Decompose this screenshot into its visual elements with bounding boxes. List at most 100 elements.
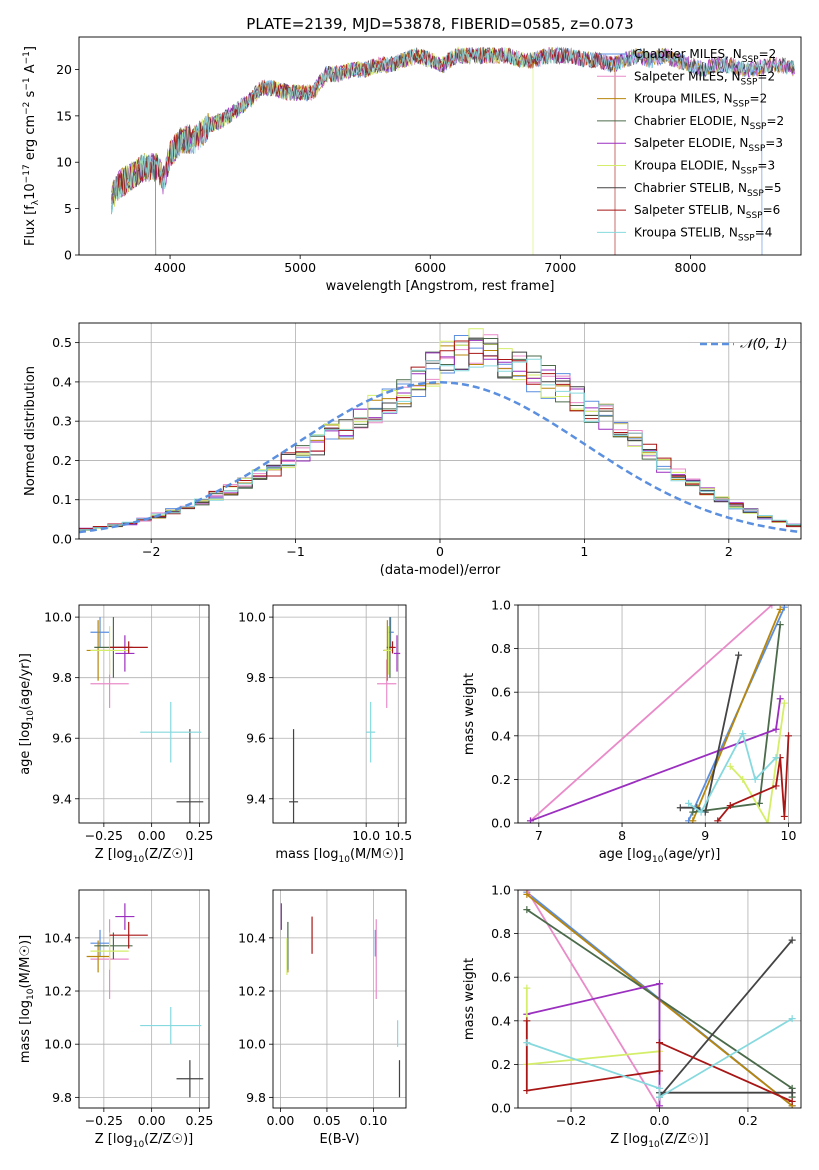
x-tick-label: 0.05 bbox=[313, 1113, 341, 1128]
y-tick-label: 10.4 bbox=[44, 930, 72, 945]
x-axis-label: Z [log10(Z/Z☉)] bbox=[95, 1132, 193, 1150]
weight-marker bbox=[656, 1102, 663, 1108]
data-layer bbox=[111, 46, 795, 255]
y-tick-label: 10.0 bbox=[44, 610, 72, 625]
weight-marker bbox=[780, 699, 788, 707]
weight-marker bbox=[656, 980, 663, 988]
legend-label: Chabrier MILES, NSSP=2 bbox=[634, 47, 776, 65]
y-tick-label: 0.5 bbox=[52, 335, 72, 350]
weight-marker bbox=[788, 1089, 796, 1097]
ticks: −2 −1 0 1 2 0.0 0.1 0.2 0.3 0.4 0.5 bbox=[52, 335, 733, 559]
data-layer bbox=[86, 903, 204, 1098]
y-tick-label: 9.6 bbox=[246, 731, 266, 746]
y-tick-label: 5 bbox=[64, 201, 72, 216]
axes-frame bbox=[517, 604, 802, 824]
weight-marker bbox=[768, 605, 776, 609]
y-tick-label: 9.6 bbox=[52, 731, 72, 746]
y-tick-label: 1.0 bbox=[491, 883, 511, 898]
x-tick-label: 4000 bbox=[154, 260, 186, 275]
x-tick-label: 8000 bbox=[675, 260, 707, 275]
x-tick-label: 0 bbox=[436, 544, 444, 559]
x-axis-label: E(B-V) bbox=[319, 1132, 359, 1147]
weight-marker bbox=[523, 1039, 531, 1047]
y-axis-label: Flux [fλ10−17 erg cm−2 s−1 A−1] bbox=[22, 46, 41, 246]
weight-marker bbox=[735, 651, 743, 659]
legend: Chabrier MILES, NSSP=2 Salpeter MILES, NS… bbox=[597, 47, 784, 243]
y-tick-label: 10.2 bbox=[238, 984, 266, 999]
plot-area bbox=[273, 890, 406, 1108]
error-point bbox=[140, 1006, 202, 1045]
weight-marker bbox=[656, 1039, 663, 1047]
ticks: 10.0 10.5 9.4 9.6 9.8 10.0 bbox=[238, 610, 412, 843]
figure-title: PLATE=2139, MJD=53878, FIBERID=0585, z=0… bbox=[246, 15, 633, 33]
x-tick-label: 10.5 bbox=[384, 828, 412, 843]
weight-marker bbox=[772, 782, 780, 790]
grid bbox=[79, 890, 209, 1108]
chart-age-vs-Z: −0.25 0.00 0.25 9.4 9.6 9.8 10.0 Z [log10(Z/Z☉)… bbox=[18, 604, 213, 865]
y-tick-label: 0.0 bbox=[52, 532, 72, 547]
y-tick-label: 0.2 bbox=[491, 772, 511, 787]
x-axis-label: Z [log10(Z/Z☉)] bbox=[610, 1132, 708, 1150]
plot-area bbox=[518, 605, 801, 823]
legend-label: 𝒩(0, 1) bbox=[740, 337, 787, 352]
x-tick-label: 0.00 bbox=[138, 1113, 166, 1128]
x-tick-label: −2 bbox=[142, 544, 160, 559]
data-layer bbox=[289, 617, 401, 823]
y-tick-label: 0 bbox=[64, 248, 72, 263]
ticks: −0.25 0.00 0.25 9.8 10.0 10.2 10.4 bbox=[44, 930, 213, 1128]
y-axis-label: Normed distribution bbox=[23, 366, 38, 496]
weight-marker bbox=[714, 817, 722, 823]
error-point bbox=[384, 626, 394, 675]
error-point bbox=[393, 635, 401, 672]
y-tick-label: 0.4 bbox=[491, 1013, 511, 1028]
y-tick-label: 20 bbox=[56, 62, 72, 77]
x-tick-label: 7000 bbox=[544, 260, 576, 275]
x-tick-label: 6000 bbox=[414, 260, 446, 275]
data-layer bbox=[526, 605, 793, 823]
y-tick-label: 10.0 bbox=[238, 1037, 266, 1052]
y-tick-label: 10.0 bbox=[238, 610, 266, 625]
x-tick-label: 5000 bbox=[284, 260, 316, 275]
x-tick-label: 1 bbox=[580, 544, 588, 559]
x-tick-label: 0.25 bbox=[186, 1113, 214, 1128]
legend-label: Chabrier ELODIE, NSSP=2 bbox=[634, 114, 784, 132]
weight-marker bbox=[523, 1087, 531, 1095]
weight-marker bbox=[739, 775, 747, 783]
y-tick-label: 9.8 bbox=[246, 670, 266, 685]
y-tick-label: 0.3 bbox=[52, 414, 72, 429]
x-tick-label: 0.2 bbox=[738, 1113, 758, 1128]
y-tick-label: 0.2 bbox=[52, 453, 72, 468]
y-tick-label: 0.6 bbox=[491, 685, 511, 700]
y-tick-label: 0.1 bbox=[52, 492, 72, 507]
x-tick-label: 7 bbox=[535, 828, 543, 843]
chart-residual-histogram: −2 −1 0 1 2 0.0 0.1 0.2 0.3 0.4 0.5 (data-model)/er… bbox=[23, 322, 802, 578]
x-axis-label: age [log10(age/yr)] bbox=[599, 847, 721, 865]
y-tick-label: 0.8 bbox=[491, 641, 511, 656]
y-tick-label: 0.6 bbox=[491, 970, 511, 985]
error-point bbox=[109, 641, 148, 654]
weight-marker bbox=[776, 695, 784, 703]
error-point bbox=[115, 635, 135, 672]
x-tick-label: 10.0 bbox=[352, 828, 380, 843]
weight-line bbox=[717, 735, 790, 822]
x-tick-label: 9 bbox=[701, 828, 709, 843]
plot-area bbox=[79, 605, 209, 823]
spectrum-line bbox=[111, 46, 795, 213]
weight-marker bbox=[656, 1093, 663, 1101]
x-tick-label: −0.25 bbox=[85, 1113, 123, 1128]
grid bbox=[273, 890, 406, 1108]
legend-label: Kroupa ELODIE, NSSP=3 bbox=[634, 159, 775, 177]
weight-marker bbox=[764, 819, 772, 823]
x-tick-label: 0.00 bbox=[267, 1113, 295, 1128]
axes-frame bbox=[78, 36, 802, 256]
plot-area bbox=[273, 605, 406, 823]
y-tick-label: 0.0 bbox=[491, 1101, 511, 1116]
y-tick-label: 10 bbox=[56, 155, 72, 170]
weight-marker bbox=[788, 1015, 796, 1023]
weight-line bbox=[529, 605, 773, 822]
axes-frame bbox=[517, 889, 802, 1109]
weight-marker bbox=[739, 730, 747, 738]
data-layer bbox=[523, 890, 796, 1108]
plot-area bbox=[518, 890, 801, 1108]
